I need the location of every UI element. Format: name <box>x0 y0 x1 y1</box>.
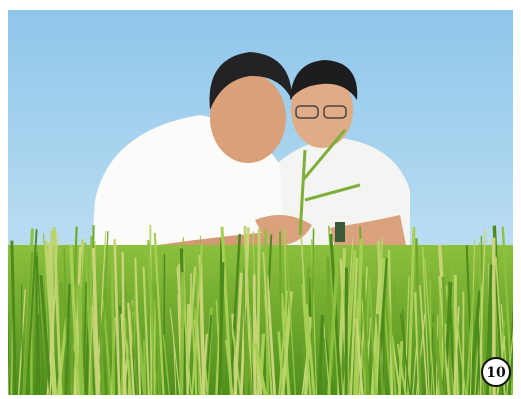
grass-blade <box>52 226 63 395</box>
grass-blade <box>483 321 487 395</box>
grass-blade <box>317 314 325 395</box>
grass-blade <box>99 231 109 395</box>
grass-blade <box>169 308 181 395</box>
grass-blade <box>84 242 94 395</box>
grass-blade <box>327 247 340 395</box>
grass-blade <box>142 266 151 395</box>
grass-blade <box>376 314 385 395</box>
grass-blade <box>387 296 397 395</box>
grass-blade <box>278 290 289 395</box>
grass-blade <box>179 272 185 395</box>
grass-blade <box>329 233 343 395</box>
grass-blade <box>191 244 203 395</box>
grass-blade <box>190 288 197 395</box>
grass-blade <box>442 276 446 395</box>
grass-blade <box>243 268 247 395</box>
grass-blade <box>361 277 370 395</box>
grass-blade <box>456 321 467 395</box>
grass-blade <box>49 232 59 395</box>
grass-blade <box>253 343 267 395</box>
grass-blade <box>127 302 135 395</box>
grass-blade <box>453 306 460 395</box>
grass-blade <box>407 226 416 395</box>
grass-blade <box>451 266 458 395</box>
grass-blade <box>507 318 513 395</box>
grass-blade <box>305 304 316 395</box>
grass-blade <box>69 244 81 395</box>
grass-blade <box>476 316 481 395</box>
grass-blade <box>91 247 100 395</box>
grass-blade <box>342 238 354 395</box>
grass-blade <box>76 284 85 395</box>
grass-blade <box>44 240 58 395</box>
grass-blade <box>10 240 17 395</box>
grass-blade <box>301 284 312 395</box>
grass-blade <box>129 299 139 395</box>
grass-blade <box>162 334 171 395</box>
grass-blade <box>415 313 426 395</box>
grass-blade <box>370 272 381 395</box>
grass-blade <box>153 299 157 395</box>
grass-blade <box>355 318 364 395</box>
grass-blade <box>113 239 121 395</box>
grass-blade <box>218 262 225 395</box>
grass-blade <box>368 274 376 395</box>
grass-blade <box>376 238 384 395</box>
grass-blade <box>265 275 277 395</box>
badge-label: 10 <box>486 365 506 381</box>
grass-blade <box>8 296 11 395</box>
grass-blade <box>419 285 429 395</box>
grass-blade <box>256 228 261 395</box>
grass-blade <box>399 313 411 395</box>
grass-blade <box>349 257 359 395</box>
grass-blade <box>110 254 116 395</box>
badge-circle <box>481 357 511 387</box>
grass-blade <box>26 229 38 395</box>
grass-blade <box>423 258 435 395</box>
grass-blade <box>97 302 106 395</box>
grass-blade <box>353 300 361 395</box>
grass-blade <box>404 276 410 395</box>
grass-blade <box>252 274 257 395</box>
grass-blade <box>133 295 147 395</box>
photo <box>8 10 513 395</box>
grass-blade <box>375 257 388 395</box>
grass-blade <box>479 286 484 395</box>
grass-blade <box>263 294 273 395</box>
grass-blade <box>233 272 243 395</box>
grass-blade <box>154 283 162 395</box>
grass-blade <box>465 289 475 395</box>
grass-blade <box>415 238 422 395</box>
grass-blade <box>220 226 233 395</box>
grass-blade <box>243 322 253 395</box>
grass-blade <box>432 321 444 395</box>
grass-blade <box>143 340 147 395</box>
grass-blade <box>285 247 297 395</box>
grass-blade <box>187 273 192 395</box>
grass-blade <box>153 232 165 395</box>
grass-blade <box>39 275 53 395</box>
grass-blade <box>73 246 82 395</box>
grass-blade <box>465 245 474 395</box>
number-badge: 10 <box>481 357 511 387</box>
grass-blade <box>20 284 24 395</box>
grass-blade <box>134 257 142 395</box>
grass-blade <box>64 283 71 395</box>
grass-blade <box>36 251 45 395</box>
grass-blade <box>22 251 34 395</box>
grass-blade <box>422 246 430 395</box>
grass-blade <box>122 321 133 395</box>
rice-stalk <box>298 129 361 236</box>
grass-blade <box>36 313 41 395</box>
grass-blade <box>311 239 318 395</box>
grass <box>8 224 513 395</box>
grass-blade <box>173 336 177 395</box>
grass-blade <box>506 328 513 395</box>
